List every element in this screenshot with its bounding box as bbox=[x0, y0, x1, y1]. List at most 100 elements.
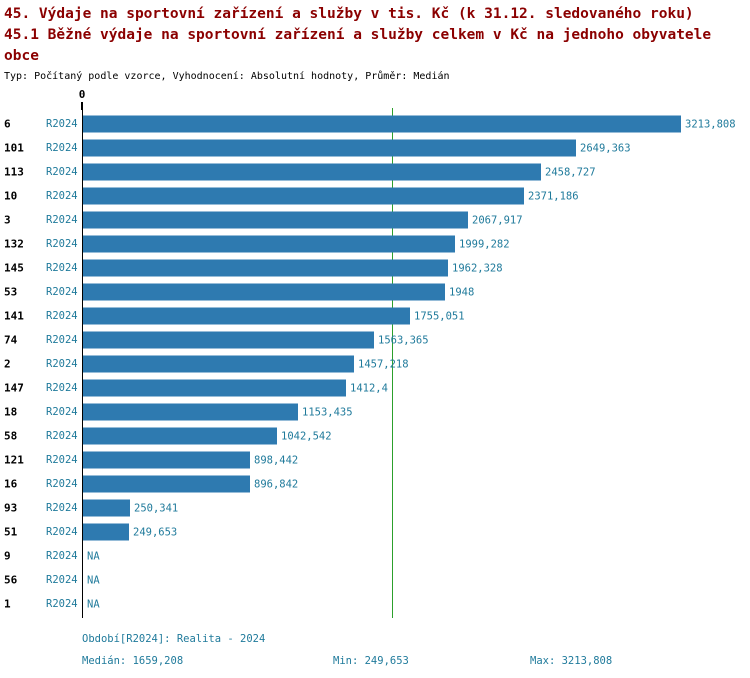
bar-area: 2067,917 bbox=[83, 211, 750, 229]
bar-row: 16 R2024 896,842 bbox=[0, 472, 750, 496]
period-label: R2024 bbox=[46, 406, 78, 418]
bar-row: 58 R2024 1042,542 bbox=[0, 424, 750, 448]
bar bbox=[83, 499, 130, 517]
bar bbox=[83, 427, 277, 445]
bar-area: 1412,4 bbox=[83, 379, 750, 397]
bar-row: 74 R2024 1563,365 bbox=[0, 328, 750, 352]
bar-area: 896,842 bbox=[83, 475, 750, 493]
category-label: 101 bbox=[4, 141, 24, 155]
value-label: 1563,365 bbox=[378, 334, 429, 346]
bar-row: 101 R2024 2649,363 bbox=[0, 136, 750, 160]
bar-area: 1563,365 bbox=[83, 331, 750, 349]
footer-period-label: Období[R2024]: Realita - 2024 bbox=[82, 633, 266, 645]
bar-area: 2458,727 bbox=[83, 163, 750, 181]
value-label: 1412,4 bbox=[350, 382, 388, 394]
bar-area: NA bbox=[83, 548, 750, 565]
bar-area: 1999,282 bbox=[83, 235, 750, 253]
category-label: 58 bbox=[4, 429, 18, 443]
category-label: 51 bbox=[4, 525, 18, 539]
bar-area: NA bbox=[83, 596, 750, 613]
bar-row: 1 R2024 NA bbox=[0, 592, 750, 616]
footer-max-label: Max: 3213,808 bbox=[530, 655, 613, 667]
bar bbox=[83, 307, 410, 325]
value-label: 2371,186 bbox=[528, 190, 579, 202]
period-label: R2024 bbox=[46, 454, 78, 466]
footer-min-label: Min: 249,653 bbox=[333, 655, 409, 667]
chart-header: 45. Výdaje na sportovní zařízení a služb… bbox=[4, 4, 711, 82]
period-label: R2024 bbox=[46, 478, 78, 490]
value-label: 2458,727 bbox=[545, 166, 596, 178]
bar-row: 3 R2024 2067,917 bbox=[0, 208, 750, 232]
value-label: 2067,917 bbox=[472, 214, 523, 226]
period-label: R2024 bbox=[46, 142, 78, 154]
y-axis-line bbox=[82, 108, 83, 618]
category-label: 3 bbox=[4, 213, 11, 227]
category-label: 56 bbox=[4, 573, 18, 587]
category-label: 93 bbox=[4, 501, 18, 515]
bar bbox=[83, 475, 250, 493]
bar bbox=[83, 163, 541, 181]
bar bbox=[83, 139, 576, 157]
axis-tick bbox=[81, 102, 83, 110]
bar-row: 56 R2024 NA bbox=[0, 568, 750, 592]
bar-row: 141 R2024 1755,051 bbox=[0, 304, 750, 328]
category-label: 113 bbox=[4, 165, 24, 179]
value-label: 249,653 bbox=[133, 526, 178, 538]
bar-area: 1457,218 bbox=[83, 355, 750, 373]
bar-area: 3213,808 bbox=[83, 115, 750, 133]
bar-row: 145 R2024 1962,328 bbox=[0, 256, 750, 280]
value-label: 3213,808 bbox=[685, 118, 736, 130]
bar bbox=[83, 235, 455, 253]
bar bbox=[83, 355, 354, 373]
value-label: 1457,218 bbox=[358, 358, 409, 370]
period-label: R2024 bbox=[46, 334, 78, 346]
value-label: 1755,051 bbox=[414, 310, 465, 322]
category-label: 147 bbox=[4, 381, 24, 395]
category-label: 10 bbox=[4, 189, 18, 203]
bar bbox=[83, 283, 445, 301]
bar-area: 1755,051 bbox=[83, 307, 750, 325]
median-line bbox=[392, 108, 393, 618]
value-label: 250,341 bbox=[134, 502, 179, 514]
bar-row: 51 R2024 249,653 bbox=[0, 520, 750, 544]
period-label: R2024 bbox=[46, 358, 78, 370]
period-label: R2024 bbox=[46, 310, 78, 322]
bar-area: 249,653 bbox=[83, 523, 750, 541]
bar bbox=[83, 403, 298, 421]
chart-meta-line: Typ: Počítaný podle vzorce, Vyhodnocení:… bbox=[4, 71, 450, 82]
bar-row: 53 R2024 1948 bbox=[0, 280, 750, 304]
bar bbox=[83, 379, 346, 397]
category-label: 18 bbox=[4, 405, 18, 419]
category-label: 1 bbox=[4, 597, 11, 611]
period-label: R2024 bbox=[46, 382, 78, 394]
chart-title-line-1: 45. Výdaje na sportovní zařízení a služb… bbox=[4, 6, 694, 22]
footer-median-label: Medián: 1659,208 bbox=[82, 655, 184, 667]
bar-area: 2649,363 bbox=[83, 139, 750, 157]
bar-area: 1962,328 bbox=[83, 259, 750, 277]
category-label: 145 bbox=[4, 261, 24, 275]
period-label: R2024 bbox=[46, 238, 78, 250]
period-label: R2024 bbox=[46, 550, 78, 562]
value-label: 1042,542 bbox=[281, 430, 332, 442]
category-label: 141 bbox=[4, 309, 24, 323]
bar-row: 113 R2024 2458,727 bbox=[0, 160, 750, 184]
bar-area: 2371,186 bbox=[83, 187, 750, 205]
bar-area: 898,442 bbox=[83, 451, 750, 469]
bar bbox=[83, 211, 468, 229]
period-label: R2024 bbox=[46, 118, 78, 130]
category-label: 2 bbox=[4, 357, 11, 371]
value-label: NA bbox=[87, 574, 100, 586]
period-label: R2024 bbox=[46, 286, 78, 298]
category-label: 74 bbox=[4, 333, 18, 347]
value-label: NA bbox=[87, 598, 100, 610]
bar-area: NA bbox=[83, 572, 750, 589]
bar-row: 9 R2024 NA bbox=[0, 544, 750, 568]
bar-row: 93 R2024 250,341 bbox=[0, 496, 750, 520]
bar-area: 1948 bbox=[83, 283, 750, 301]
category-label: 16 bbox=[4, 477, 18, 491]
period-label: R2024 bbox=[46, 574, 78, 586]
bar-row: 6 R2024 3213,808 bbox=[0, 112, 750, 136]
period-label: R2024 bbox=[46, 502, 78, 514]
period-label: R2024 bbox=[46, 166, 78, 178]
